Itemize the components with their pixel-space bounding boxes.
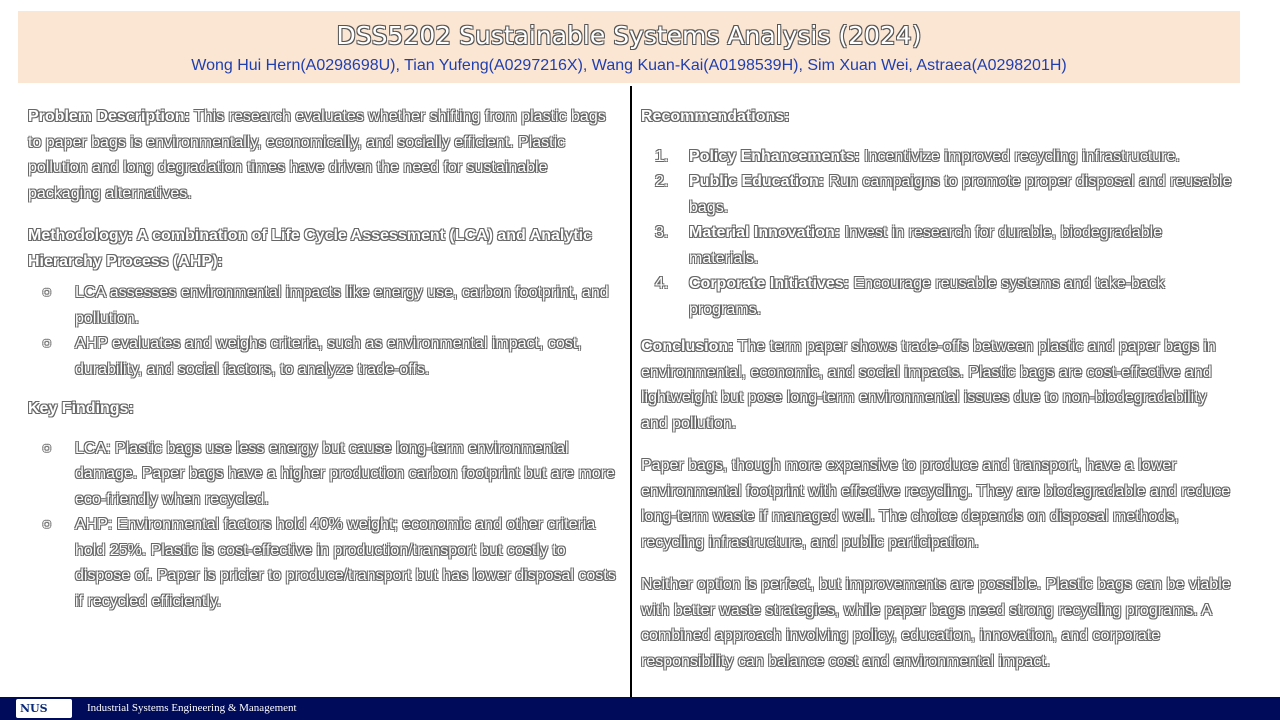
list-item: 2. Public Education: Run campaigns to pro… [641, 169, 1235, 220]
title-banner: DSS5202 Sustainable Systems Analysis (20… [18, 11, 1240, 83]
list-item: 4. Corporate Initiatives: Encourage reusa… [641, 271, 1235, 322]
list-item: ○ LCA: Plastic bags use less energy but c… [28, 436, 620, 513]
recommendation-text: Incentivize improved recycling infrastru… [859, 147, 1180, 165]
methodology-heading: Methodology: A combination of Life Cycle… [28, 223, 620, 274]
circle-bullet-icon: ○ [42, 439, 52, 457]
nus-logo: NUS [16, 699, 72, 718]
recommendation-text: Encourage reusable systems and take-back… [689, 275, 1165, 318]
conclusion-text: The term paper shows trade-offs between … [641, 338, 1216, 432]
poster-title: DSS5202 Sustainable Systems Analysis (20… [336, 21, 922, 50]
methodology-heading-text: Methodology: A combination of Life Cycle… [28, 227, 592, 270]
recommendation-label: Corporate Initiatives: [689, 275, 850, 292]
problem-text: This research evaluates whether shifting… [28, 108, 606, 202]
findings-heading: Key Findings: [28, 396, 620, 422]
list-item: 3. Material Innovation: Invest in researc… [641, 220, 1235, 271]
list-item-text: LCA assesses environmental impacts like … [75, 284, 609, 327]
recommendations-list: 1. Policy Enhancements: Incentivize impro… [641, 144, 1235, 323]
list-item: 1. Policy Enhancements: Incentivize impro… [641, 144, 1235, 170]
recommendations-heading: Recommendations: [641, 104, 1235, 130]
right-column: Recommendations: 1. Policy Enhancements: … [641, 104, 1235, 691]
list-number: 3. [655, 224, 669, 241]
problem-description: Problem Description: This research evalu… [28, 104, 620, 206]
findings-heading-text: Key Findings: [28, 400, 134, 417]
circle-bullet-icon: ○ [42, 516, 52, 533]
recommendation-label: Policy Enhancements: [689, 147, 860, 165]
recommendation-label: Public Education: [689, 173, 825, 190]
column-divider [630, 86, 632, 698]
author-list: Wong Hui Hern(A0298698U), Tian Yufeng(A0… [191, 57, 1067, 74]
list-item: ○ AHP: Environmental factors hold 40% wei… [28, 512, 620, 614]
list-number: 1. [655, 147, 669, 165]
recommendation-text: Invest in research for durable, biodegra… [689, 224, 1163, 267]
recommendations-heading-text: Recommendations: [641, 108, 790, 125]
footer-bar: NUS Industrial Systems Engineering & Man… [0, 697, 1280, 720]
circle-bullet-icon: ○ [42, 335, 52, 352]
list-number: 4. [655, 275, 669, 292]
list-item-text: AHP: Environmental factors hold 40% weig… [75, 516, 616, 610]
closing-paragraph: Neither option is perfect, but improveme… [641, 576, 1231, 670]
list-item: ○ LCA assesses environmental impacts like… [28, 280, 620, 331]
recommendation-label: Material Innovation: [689, 224, 841, 241]
list-item: ○ AHP evaluates and weighs criteria, such… [28, 331, 620, 382]
left-column: Problem Description: This research evalu… [28, 104, 620, 628]
circle-bullet-icon: ○ [42, 284, 52, 301]
methodology-list: ○ LCA assesses environmental impacts like… [28, 280, 620, 382]
list-item-text: LCA: Plastic bags use less energy but ca… [75, 439, 615, 508]
list-item-text: AHP evaluates and weighs criteria, such … [75, 335, 582, 378]
department-name: Industrial Systems Engineering & Managem… [87, 702, 297, 714]
paper-bags-paragraph: Paper bags, though more expensive to pro… [641, 457, 1231, 551]
conclusion-paragraph: Conclusion: The term paper shows trade-o… [641, 334, 1235, 436]
list-number: 2. [655, 173, 669, 190]
problem-label: Problem Description: [28, 108, 190, 125]
findings-list: ○ LCA: Plastic bags use less energy but c… [28, 436, 620, 615]
conclusion-label: Conclusion: [641, 338, 734, 355]
recommendation-text: Run campaigns to promote proper disposal… [689, 173, 1232, 216]
